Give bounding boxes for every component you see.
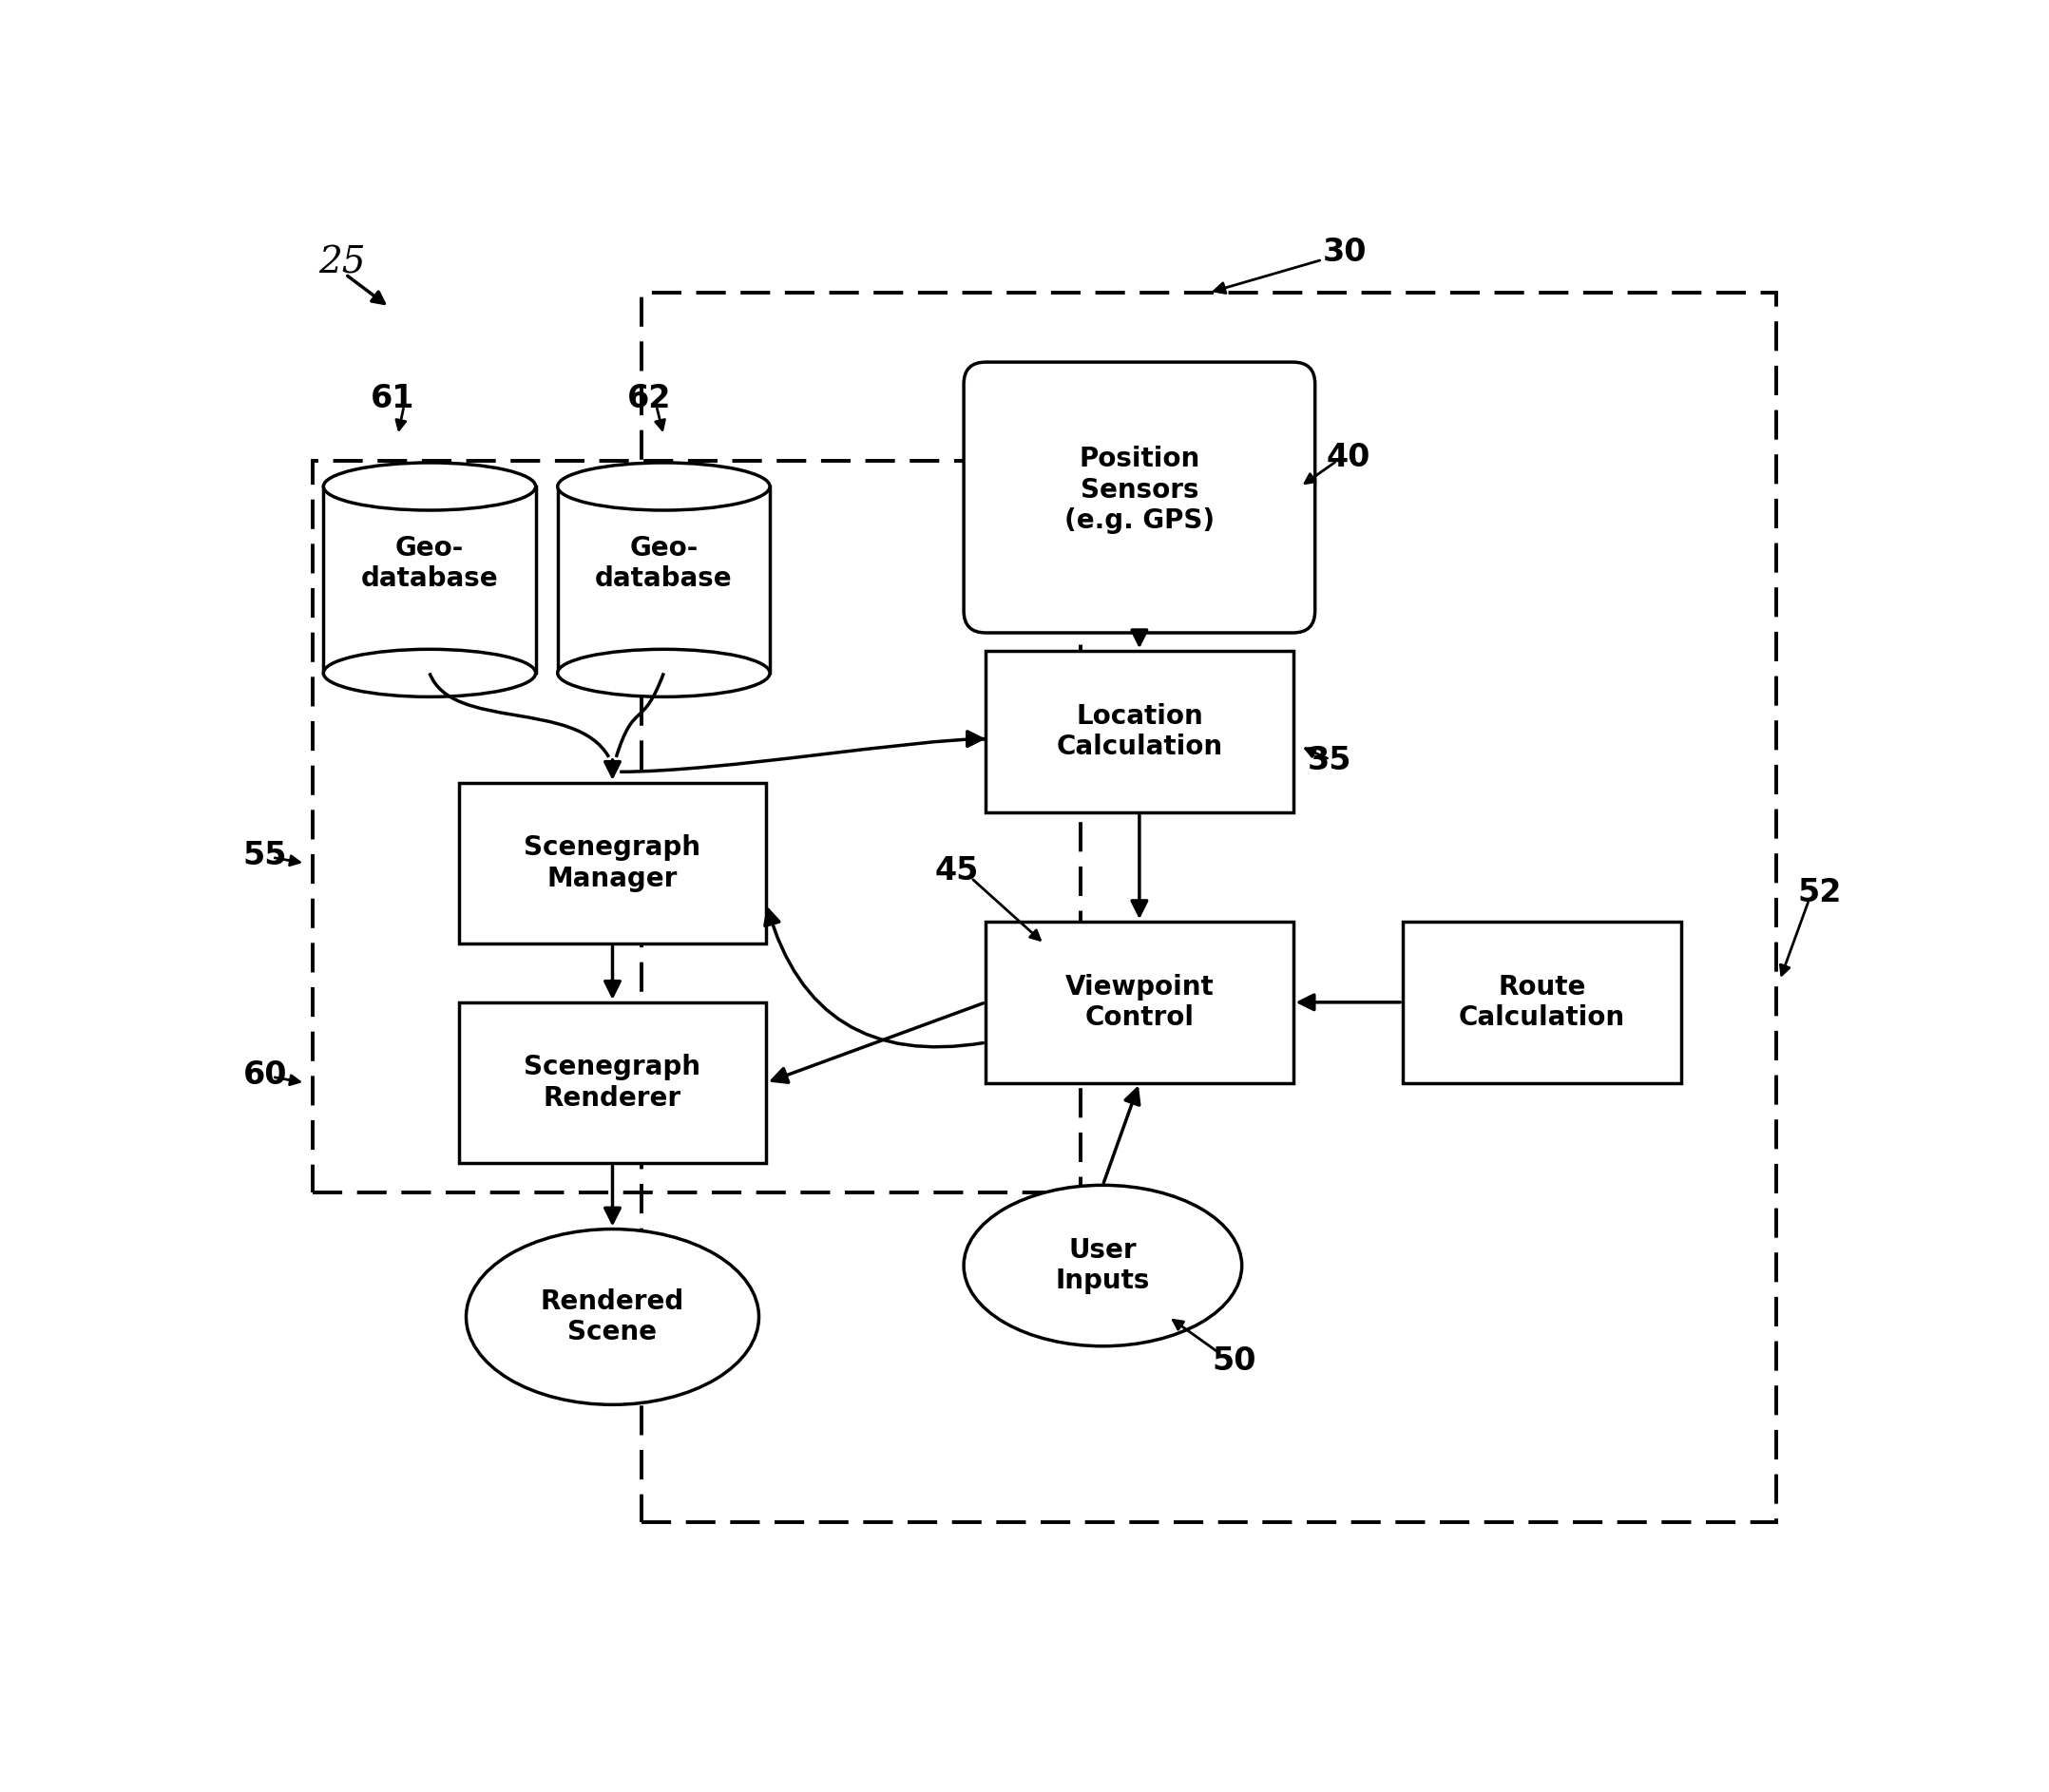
Ellipse shape [557,649,770,697]
Text: User
Inputs: User Inputs [1055,1236,1149,1294]
Text: 52: 52 [1799,876,1842,909]
Text: 62: 62 [627,383,672,414]
Bar [459,1002,766,1163]
Bar [986,650,1293,812]
Bar [324,486,535,674]
Text: 45: 45 [934,855,979,887]
Text: 40: 40 [1326,441,1371,473]
Text: Position
Sensors
(e.g. GPS): Position Sensors (e.g. GPS) [1063,446,1215,534]
Text: Scenegraph
Renderer: Scenegraph Renderer [525,1054,701,1111]
Text: Scenegraph
Manager: Scenegraph Manager [525,835,701,892]
Text: 35: 35 [1307,745,1352,776]
Text: 60: 60 [244,1059,287,1091]
Ellipse shape [324,462,535,511]
Bar [986,921,1293,1082]
Bar [641,292,1776,1521]
Bar [557,486,770,674]
Ellipse shape [557,462,770,511]
FancyBboxPatch shape [963,362,1315,633]
Text: 50: 50 [1213,1346,1256,1376]
Bar [459,783,766,944]
Text: Route
Calculation: Route Calculation [1459,973,1625,1030]
Text: Geo-
database: Geo- database [594,534,731,591]
Text: Geo-
database: Geo- database [361,534,498,591]
Text: Viewpoint
Control: Viewpoint Control [1065,973,1213,1030]
Ellipse shape [324,649,535,697]
Text: 61: 61 [371,383,416,414]
Ellipse shape [963,1185,1242,1346]
Bar [311,461,1082,1192]
Text: 25: 25 [318,246,365,281]
Text: 30: 30 [1324,237,1367,269]
Bar [1404,921,1680,1082]
Text: 55: 55 [244,840,287,871]
Ellipse shape [467,1229,758,1405]
Text: Rendered
Scene: Rendered Scene [541,1288,684,1346]
Text: Location
Calculation: Location Calculation [1055,702,1223,760]
